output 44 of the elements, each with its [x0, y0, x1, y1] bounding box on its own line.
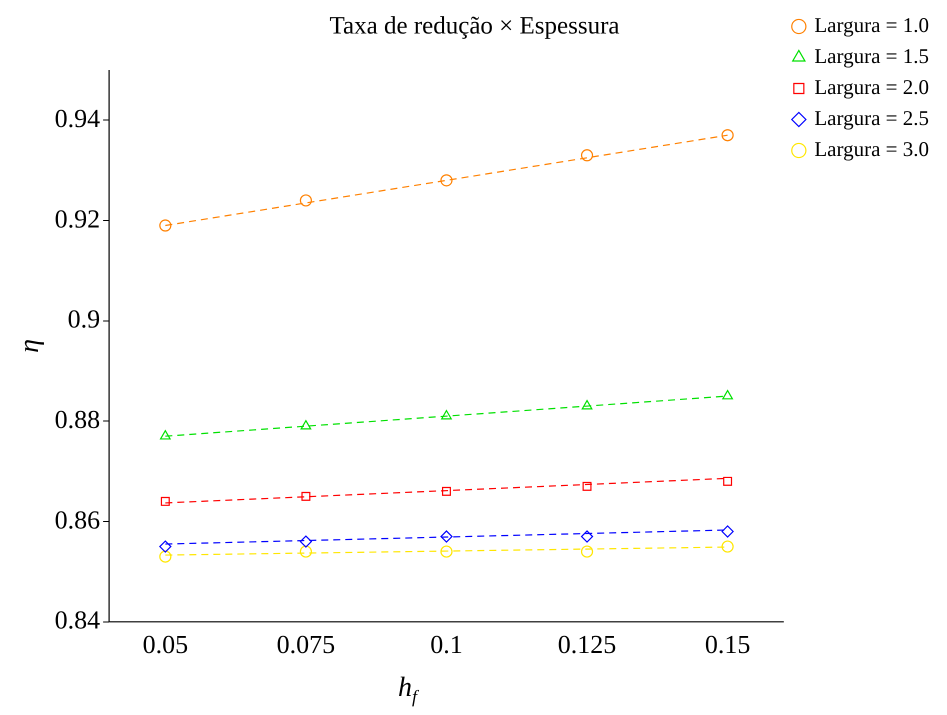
- point: [580, 149, 594, 162]
- legend-label: Largura = 3.0: [814, 137, 929, 162]
- point: [722, 129, 734, 142]
- point: [442, 486, 451, 496]
- legend-label: Largura = 2.0: [814, 75, 929, 100]
- x-tick-label: 0.075: [276, 630, 336, 660]
- point: [580, 545, 594, 558]
- point: [723, 476, 732, 486]
- legend-label: Largura = 2.5: [814, 106, 929, 130]
- point: [440, 530, 453, 543]
- legend-label: Largura = 1.0: [814, 13, 929, 38]
- y-tick-label: 0.94: [54, 104, 100, 133]
- y-tick-label: 0.86: [54, 505, 100, 534]
- x-axis-title: h$_{f}$: [396, 672, 420, 708]
- x-tick-label: 0.15: [704, 630, 750, 660]
- y-tick-label: 0.88: [54, 404, 100, 434]
- point: [582, 482, 592, 491]
- y-axis-title: η: [14, 338, 46, 353]
- point: [300, 420, 312, 430]
- chart-title: Taxa de redução × Espessura: [329, 12, 620, 40]
- point: [301, 492, 310, 501]
- point: [582, 400, 592, 410]
- point: [159, 550, 172, 563]
- legend-label: Largura = 1.5: [814, 44, 929, 68]
- point: [300, 535, 312, 548]
- x-tick-label: 0.05: [142, 630, 188, 660]
- point: [300, 545, 312, 558]
- point: [722, 390, 733, 400]
- point: [440, 545, 453, 558]
- point: [722, 540, 734, 553]
- point: [441, 410, 452, 420]
- point: [722, 525, 734, 538]
- point: [159, 219, 172, 232]
- y-tick-label: 0.9: [68, 304, 100, 334]
- point: [160, 496, 170, 506]
- point: [160, 430, 171, 440]
- x-tick-label: 0.125: [558, 630, 616, 660]
- point: [159, 540, 172, 553]
- point: [300, 194, 312, 207]
- y-tick-label: 0.92: [54, 204, 100, 234]
- point: [440, 174, 453, 186]
- y-tick-label: 0.84: [54, 606, 100, 635]
- x-tick-label: 0.1: [430, 630, 463, 660]
- point: [580, 530, 594, 543]
